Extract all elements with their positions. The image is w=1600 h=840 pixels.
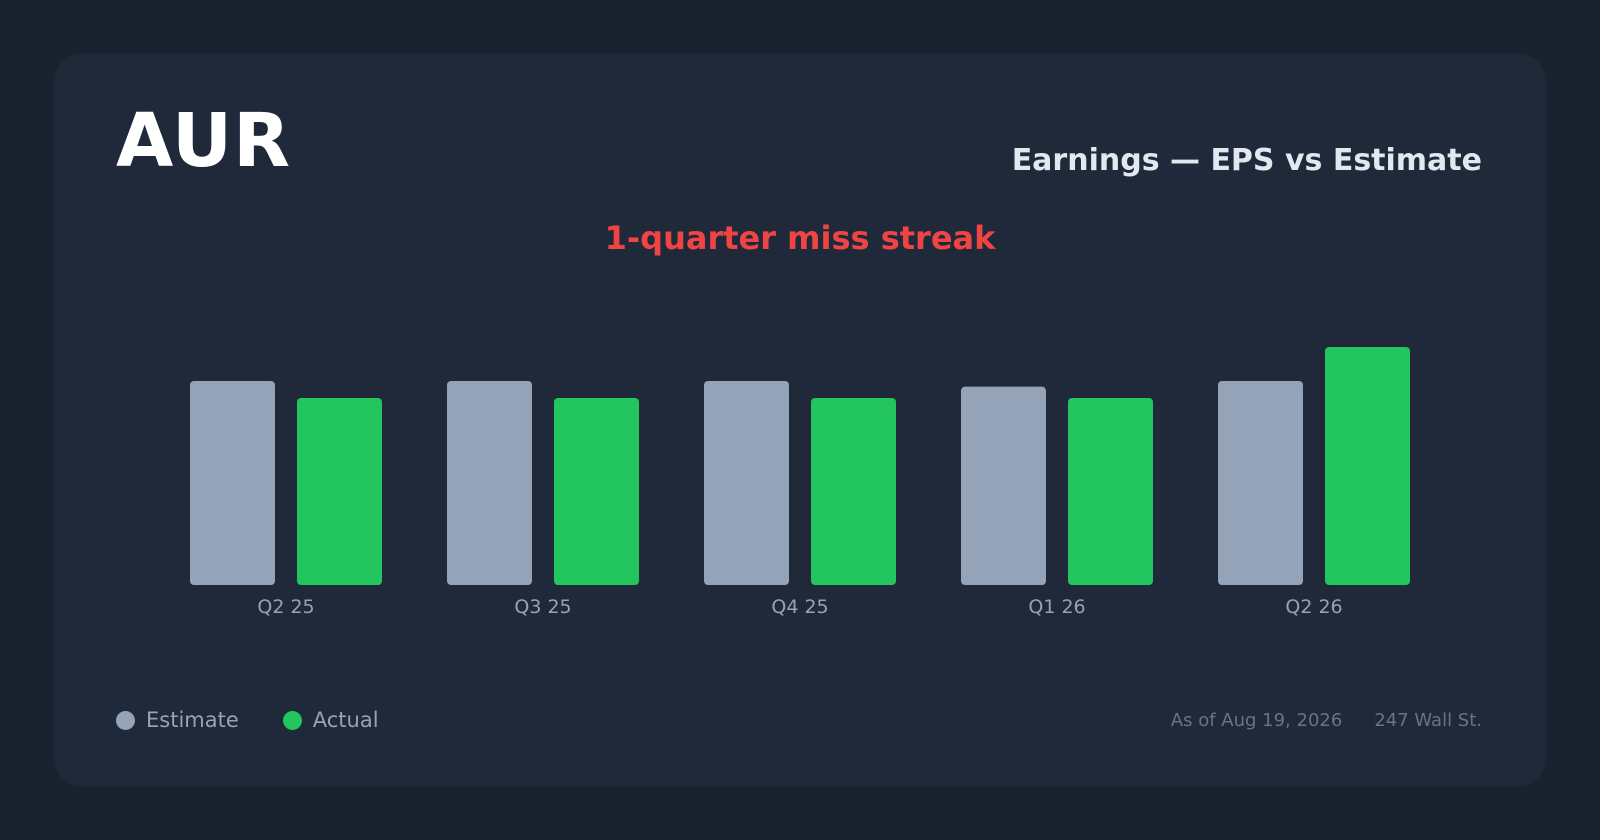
bar-actual-q3-25 <box>554 398 639 585</box>
x-tick-label: Q2 25 <box>257 596 314 618</box>
legend-label-actual: Actual <box>312 708 379 732</box>
streak-label: 1-quarter miss streak <box>604 219 996 257</box>
chart-footer: As of Aug 19, 2026 247 Wall St. <box>1171 710 1482 731</box>
bar-estimate-q3-25 <box>447 381 532 585</box>
bar-estimate-q2-26 <box>1218 381 1303 585</box>
bar-actual-q2-25 <box>297 398 382 585</box>
ticker-symbol: AUR <box>116 98 292 184</box>
bar-actual-q2-26 <box>1325 347 1410 585</box>
bar-estimate-q2-25 <box>190 381 275 585</box>
legend-swatch-estimate <box>116 710 135 730</box>
x-tick-label: Q3 25 <box>514 596 571 618</box>
legend-swatch-actual <box>282 710 302 730</box>
legend-item-actual: Actual <box>282 708 379 732</box>
legend-label-estimate: Estimate <box>146 708 239 732</box>
bar-actual-q1-26 <box>1068 398 1153 585</box>
bar-estimate-q4-25 <box>704 381 789 585</box>
x-tick-label: Q1 26 <box>1028 596 1085 618</box>
earnings-card: AUR Earnings — EPS vs Estimate 1-quarter… <box>54 54 1546 786</box>
bar-actual-q4-25 <box>811 398 896 585</box>
x-tick-label: Q2 26 <box>1285 596 1342 618</box>
as-of-date: As of Aug 19, 2026 <box>1170 710 1343 731</box>
bar-estimate-q1-26 <box>961 386 1046 585</box>
source-label: 247 Wall St. <box>1374 710 1482 731</box>
x-tick-label: Q4 25 <box>771 596 828 618</box>
eps-bar-chart: Q2 25 Q3 25 Q4 25 Q1 26 Q2 26 <box>190 347 1410 618</box>
chart-subtitle: Earnings — EPS vs Estimate <box>1011 143 1482 178</box>
legend-item-estimate: Estimate <box>116 708 239 732</box>
chart-legend: Estimate Actual <box>116 708 423 732</box>
